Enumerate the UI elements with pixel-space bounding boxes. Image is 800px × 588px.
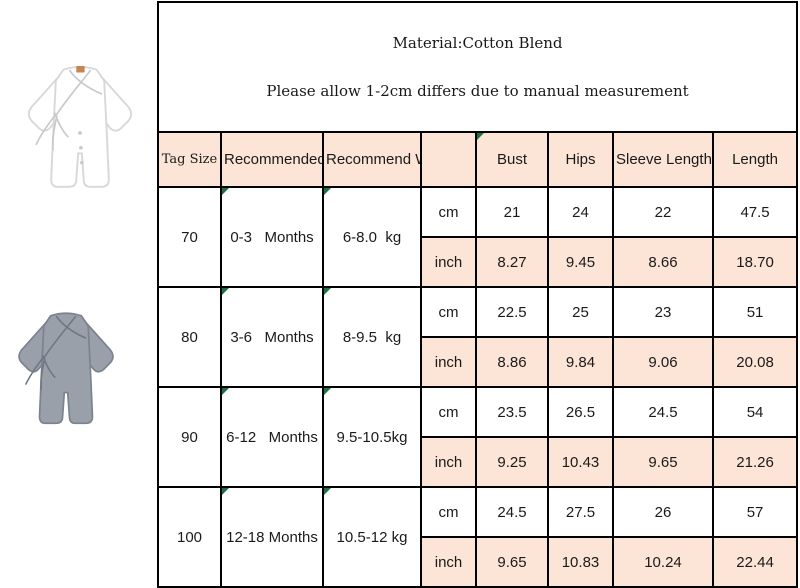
- header-unit: [420, 131, 477, 188]
- length-cm-cell: 54: [711, 386, 799, 438]
- hips-inch-cell: 9.84: [547, 336, 614, 388]
- unit-cell-cm: cm: [420, 186, 477, 238]
- table-title: Material:Cotton Blend Please allow 1-2cm…: [156, 1, 799, 133]
- age-cell: 0-3 Months: [220, 186, 324, 288]
- sleeve-cm-cell: 24.5: [612, 386, 714, 438]
- row-90-cm: 90 6-12 Months 9.5-10.5kg cm 23.5 26.5 2…: [157, 386, 799, 488]
- hips-cm-cell: 24: [547, 186, 614, 238]
- row-90-inch: inch 9.25 10.43 9.65 21.26: [158, 436, 799, 488]
- age-cell: 12-18 Months: [220, 486, 324, 588]
- age-cell: 6-12 Months: [220, 386, 324, 488]
- length-inch-cell: 18.70: [711, 236, 799, 288]
- row-70-cm: 70 0-3 Months 6-8.0 kg cm 21 24 22 47.5: [157, 186, 799, 288]
- header-tag-size: Tag Size: [157, 131, 222, 188]
- unit-cell-inch: inch: [420, 236, 477, 288]
- hips-inch-cell: 9.45: [547, 236, 614, 288]
- header-recommended-age: Recommended Age: [220, 131, 324, 188]
- sleeve-cm-cell: 22: [612, 186, 714, 238]
- length-cm-cell: 47.5: [711, 186, 799, 238]
- header-hips: Hips: [547, 131, 614, 188]
- gray-romper-image: [2, 282, 130, 440]
- header-sleeve-length: Sleeve Length: [612, 131, 714, 188]
- bust-cm-cell: 23.5: [475, 386, 549, 438]
- header-bust: Bust: [475, 131, 549, 188]
- header-recommend-weight: Recommend Weight: [322, 131, 422, 188]
- sleeve-inch-cell: 8.66: [612, 236, 714, 288]
- bust-cm-cell: 24.5: [475, 486, 549, 538]
- white-romper-illustration: [27, 66, 133, 188]
- unit-cell-cm: cm: [420, 286, 477, 338]
- length-inch-cell: 21.26: [711, 436, 799, 488]
- bust-inch-cell: 8.86: [475, 336, 549, 388]
- material-text: Material:Cotton Blend: [392, 34, 563, 52]
- length-inch-cell: 20.08: [711, 336, 799, 388]
- hips-inch-cell: 10.43: [547, 436, 614, 488]
- sleeve-inch-cell: 10.24: [612, 536, 714, 588]
- tag-size-cell: 80: [157, 286, 222, 388]
- bust-inch-cell: 9.65: [475, 536, 549, 588]
- unit-cell-cm: cm: [420, 386, 477, 438]
- row-80-cm: 80 3-6 Months 8-9.5 kg cm 22.5 25 23 51: [157, 286, 799, 388]
- header-length: Length: [711, 131, 799, 188]
- bust-cm-cell: 21: [475, 186, 549, 238]
- sleeve-cm-cell: 26: [612, 486, 714, 538]
- sleeve-inch-cell: 9.06: [612, 336, 714, 388]
- length-cm-cell: 57: [711, 486, 799, 538]
- sleeve-cm-cell: 23: [612, 286, 714, 338]
- gray-romper-illustration: [18, 312, 114, 425]
- white-romper-image: [6, 40, 154, 198]
- weight-cell: 6-8.0 kg: [322, 186, 422, 288]
- measurement-note: Please allow 1-2cm differs due to manual…: [266, 82, 689, 100]
- weight-cell: 9.5-10.5kg: [322, 386, 422, 488]
- bust-cm-cell: 22.5: [475, 286, 549, 338]
- length-cm-cell: 51: [711, 286, 799, 338]
- sleeve-inch-cell: 9.65: [612, 436, 714, 488]
- unit-cell-inch: inch: [420, 336, 477, 388]
- unit-cell-inch: inch: [420, 536, 477, 588]
- row-100-cm: 100 12-18 Months 10.5-12 kg cm 24.5 27.5…: [157, 486, 799, 588]
- hips-cm-cell: 27.5: [547, 486, 614, 538]
- header-row: Tag Size Recommended Age Recommend Weigh…: [157, 131, 799, 188]
- bust-inch-cell: 8.27: [475, 236, 549, 288]
- length-inch-cell: 22.44: [711, 536, 799, 588]
- hips-cm-cell: 26.5: [547, 386, 614, 438]
- unit-cell-inch: inch: [420, 436, 477, 488]
- hips-cm-cell: 25: [547, 286, 614, 338]
- size-chart: Material:Cotton Blend Please allow 1-2cm…: [156, 1, 799, 588]
- tag-size-cell: 70: [157, 186, 222, 288]
- size-chart-table: Material:Cotton Blend Please allow 1-2cm…: [156, 1, 799, 588]
- tag-size-cell: 90: [157, 386, 222, 488]
- row-70-inch: inch 8.27 9.45 8.66 18.70: [158, 236, 799, 288]
- title-row: Material:Cotton Blend Please allow 1-2cm…: [156, 1, 799, 133]
- bust-inch-cell: 9.25: [475, 436, 549, 488]
- row-80-inch: inch 8.86 9.84 9.06 20.08: [158, 336, 799, 388]
- tag-size-cell: 100: [157, 486, 222, 588]
- unit-cell-cm: cm: [420, 486, 477, 538]
- hips-inch-cell: 10.83: [547, 536, 614, 588]
- weight-cell: 10.5-12 kg: [322, 486, 422, 588]
- weight-cell: 8-9.5 kg: [322, 286, 422, 388]
- age-cell: 3-6 Months: [220, 286, 324, 388]
